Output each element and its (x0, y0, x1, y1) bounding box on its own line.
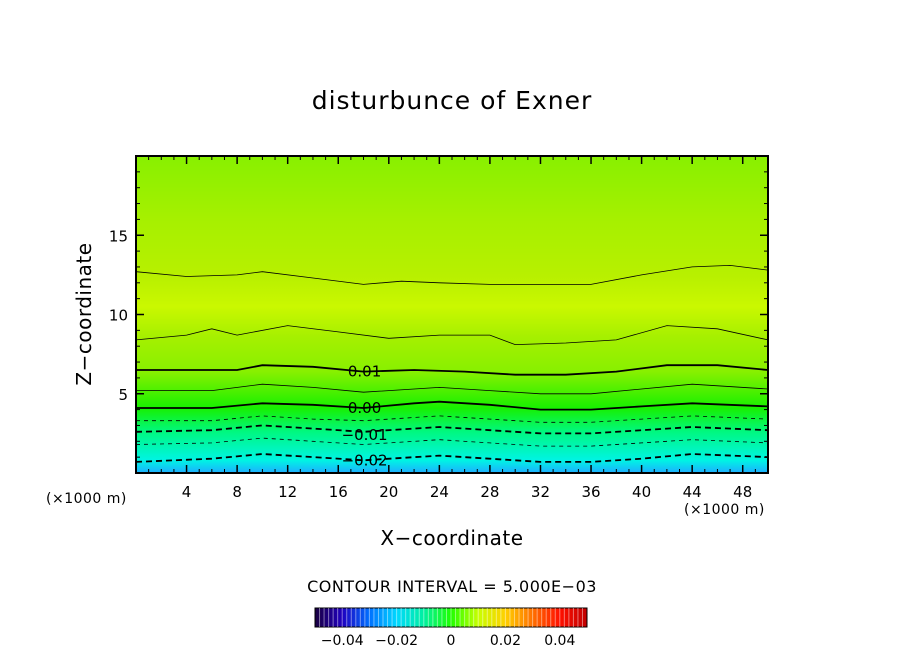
contour-line-4 (136, 400, 769, 411)
x-tick-label-4: 20 (379, 483, 398, 501)
colorbar-tick-label-4: 0.04 (544, 633, 575, 649)
x-tick-label-1: 8 (232, 483, 242, 501)
x-tick-label-3: 16 (329, 483, 348, 501)
y-axis: 5 10 15 (109, 171, 768, 458)
contour-line-7 (135, 437, 769, 447)
contour-labels: 0.01 0.00 −0.01 −0.02 (342, 363, 388, 470)
x-tick-label-0: 4 (182, 483, 192, 501)
contour-line-5 (136, 415, 769, 423)
colorbar-tick-label-3: 0.02 (490, 633, 521, 649)
contour-label-0: 0.01 (348, 363, 381, 381)
x-tick-label-9: 40 (632, 483, 651, 501)
contour-interval-text: CONTOUR INTERVAL = 5.000E−03 (307, 577, 597, 596)
colorbar-tick-label-2: 0 (447, 633, 456, 649)
x-tick-label-7: 32 (531, 483, 550, 501)
x-unit-left: (×1000 m) (46, 491, 127, 507)
contour-line-1 (135, 325, 769, 346)
contour-line-3 (136, 383, 769, 395)
colorbar-tick-label-1: −0.02 (375, 633, 418, 649)
plot-field (136, 156, 768, 473)
colorbar-ticks: −0.04 −0.02 0 0.02 0.04 (321, 633, 576, 649)
contour-line-8 (135, 453, 769, 463)
x-unit-right: (×1000 m) (684, 502, 765, 518)
chart-title: disturbunce of Exner (311, 86, 593, 115)
contour-lines (135, 264, 769, 463)
y-tick-label-1: 10 (109, 307, 128, 325)
x-tick-label-5: 24 (430, 483, 449, 501)
x-tick-label-11: 48 (733, 483, 752, 501)
x-axis: 4 8 12 16 20 24 28 32 36 40 44 48 (148, 156, 756, 501)
contour-label-3: −0.02 (342, 451, 388, 469)
contour-label-2: −0.01 (342, 426, 388, 444)
x-tick-label-8: 36 (581, 483, 600, 501)
y-tick-label-0: 5 (118, 386, 128, 404)
y-tick-label-2: 15 (109, 227, 128, 245)
y-axis-label: Z−coordinate (72, 242, 96, 386)
colorbar-tick-label-0: −0.04 (321, 633, 364, 649)
contour-label-1: 0.00 (348, 399, 381, 417)
colorbar-stripes (319, 608, 583, 627)
contour-line-0 (135, 264, 769, 285)
contour-line-6 (135, 424, 769, 435)
x-tick-label-2: 12 (278, 483, 297, 501)
x-tick-label-6: 28 (480, 483, 499, 501)
x-tick-label-10: 44 (683, 483, 702, 501)
x-axis-label: X−coordinate (380, 526, 524, 550)
colorbar (314, 607, 588, 628)
contour-line-2 (136, 364, 769, 376)
